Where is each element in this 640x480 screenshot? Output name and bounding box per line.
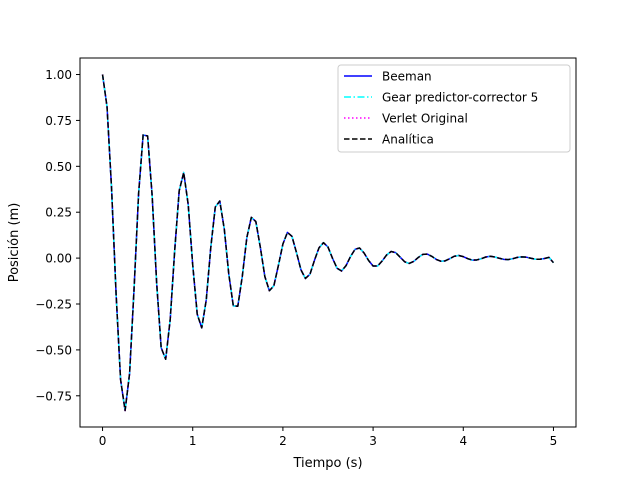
y-tick-label: 0.25 [45, 206, 72, 220]
x-tick-label: 0 [99, 434, 107, 448]
x-tick-label: 4 [459, 434, 467, 448]
y-tick-label: −0.75 [35, 389, 72, 403]
y-tick-label: 0.50 [45, 160, 72, 174]
x-axis-label: Tiempo (s) [292, 456, 362, 471]
x-tick-label: 1 [189, 434, 197, 448]
y-tick-label: 1.00 [45, 68, 72, 82]
x-tick-label: 5 [550, 434, 558, 448]
series-line-gear-predictor-corrector-5 [101, 74, 555, 412]
series-line-anal-tica [101, 74, 555, 412]
x-tick-label: 3 [369, 434, 377, 448]
y-axis-label: Posición (m) [7, 203, 22, 283]
y-tick-label: 0.00 [45, 252, 72, 266]
series-layer [101, 74, 555, 412]
legend-label: Beeman [382, 70, 432, 84]
x-tick-label: 2 [279, 434, 287, 448]
legend-label: Gear predictor-corrector 5 [382, 91, 538, 105]
legend-label: Analítica [382, 133, 434, 147]
y-axis: −0.75 −0.50 −0.25 0.00 0.25 0.50 0.75 1.00 [35, 68, 80, 403]
y-tick-label: 0.75 [45, 114, 72, 128]
y-tick-label: −0.25 [35, 298, 72, 312]
legend-label: Verlet Original [382, 112, 468, 126]
legend-box [337, 64, 571, 153]
plot-frame [79, 57, 577, 428]
x-axis: 0 1 2 3 4 5 [99, 427, 558, 448]
legend: Beeman Gear predictor-corrector 5 Verlet O… [337, 64, 571, 153]
y-tick-label: −0.50 [35, 343, 72, 357]
